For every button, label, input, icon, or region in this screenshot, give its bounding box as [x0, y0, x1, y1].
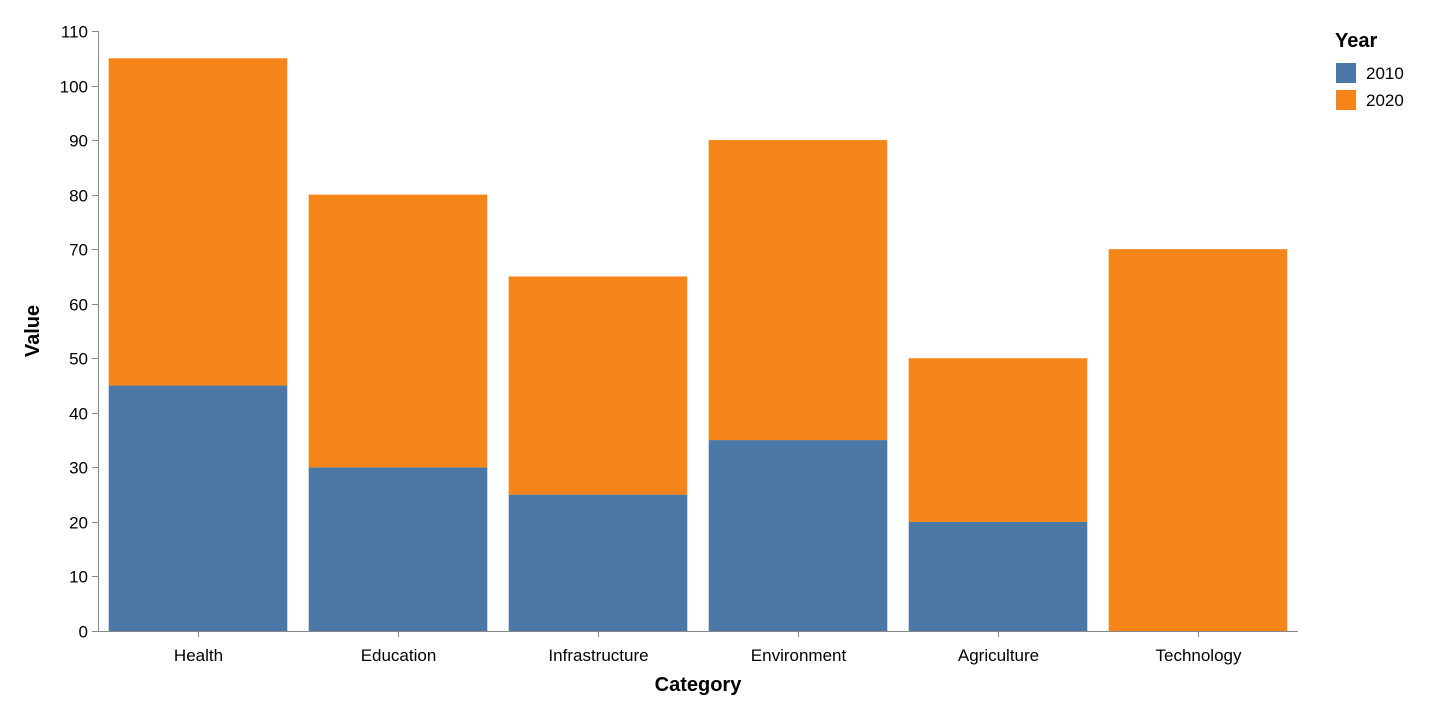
y-tick-label: 40 — [69, 405, 88, 424]
y-tick-label: 100 — [60, 78, 88, 97]
x-tick-label-infrastructure: Infrastructure — [548, 646, 648, 665]
x-tick-label-health: Health — [174, 646, 223, 665]
y-tick-label: 90 — [69, 132, 88, 151]
bar-health-2010 — [108, 385, 288, 631]
legend: Year 2010 2020 — [1335, 30, 1404, 110]
x-tick-label-agriculture: Agriculture — [958, 646, 1039, 665]
bar-health-2020 — [108, 58, 288, 386]
legend-title: Year — [1335, 30, 1377, 52]
bar-education-2010 — [308, 467, 488, 631]
y-tick-label: 70 — [69, 241, 88, 260]
x-axis-title: Category — [655, 674, 743, 696]
bar-environment-2020 — [708, 140, 888, 441]
x-tick-label-technology: Technology — [1155, 646, 1242, 665]
bar-agriculture-2020 — [908, 358, 1088, 522]
y-tick-label: 0 — [79, 623, 88, 642]
bars-group — [108, 58, 1288, 631]
y-tick-label: 20 — [69, 514, 88, 533]
x-tick-label-environment: Environment — [751, 646, 847, 665]
x-axis: Health Education Infrastructure Environment… — [98, 631, 1298, 665]
y-tick-label: 60 — [69, 296, 88, 315]
bar-environment-2010 — [708, 440, 888, 631]
bar-education-2020 — [308, 194, 488, 468]
bar-infrastructure-2020 — [508, 276, 688, 495]
legend-label-2010: 2010 — [1366, 64, 1404, 83]
legend-swatch-2010 — [1336, 63, 1356, 83]
y-axis-title: Value — [22, 305, 44, 357]
y-tick-label: 80 — [69, 187, 88, 206]
x-tick-label-education: Education — [361, 646, 437, 665]
y-tick-label: 110 — [61, 23, 88, 42]
y-tick-label: 10 — [69, 568, 88, 587]
bar-infrastructure-2010 — [508, 494, 688, 631]
legend-label-2020: 2020 — [1366, 91, 1404, 110]
bar-technology-2020 — [1108, 249, 1288, 631]
y-tick-label: 30 — [69, 459, 88, 478]
bar-agriculture-2010 — [908, 521, 1088, 631]
y-axis: 0 10 20 30 40 50 60 70 80 90 100 110 — [60, 23, 99, 642]
legend-swatch-2020 — [1336, 90, 1356, 110]
y-tick-label: 50 — [69, 350, 88, 369]
